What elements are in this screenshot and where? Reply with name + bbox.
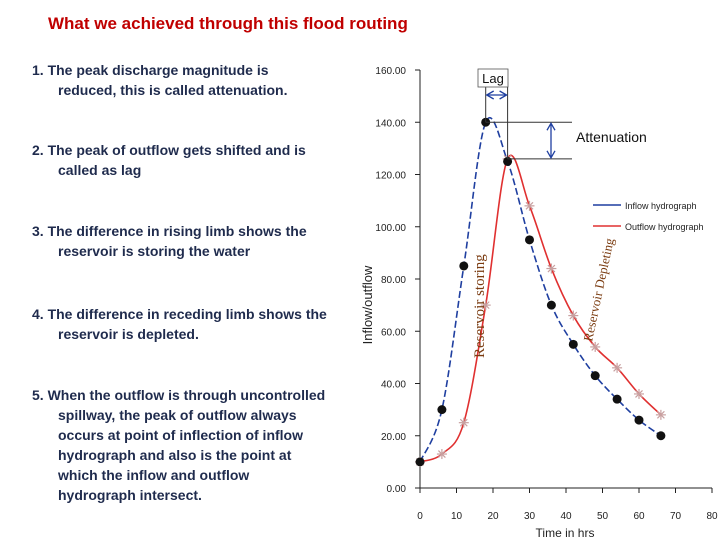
- point-line: 5. When the outflow is through uncontrol…: [32, 387, 326, 403]
- y-tick-label: 40.00: [381, 380, 406, 391]
- inflow-point: [634, 415, 644, 425]
- y-tick-label: 100.00: [375, 223, 406, 234]
- inflow-line: [419, 117, 662, 463]
- y-tick-label: 20.00: [381, 432, 406, 443]
- x-tick-label: 10: [451, 511, 463, 522]
- outflow-point: [655, 409, 666, 420]
- x-tick-label: 80: [706, 511, 718, 522]
- x-tick-label: 60: [633, 511, 645, 522]
- x-axis-label: Time in hrs: [536, 526, 595, 540]
- inflow-point: [612, 394, 622, 404]
- depleting-label: Reservoir Depleting: [580, 236, 617, 342]
- y-tick-label: 140.00: [375, 118, 406, 129]
- attenuation-arrowhead-top: [546, 121, 556, 131]
- lag-arrowhead-right: [499, 90, 508, 100]
- point-line: 1. The peak discharge magnitude is: [32, 62, 269, 78]
- outflow-point: [436, 449, 447, 460]
- legend-outflow-label: Outflow hydrograph: [625, 222, 704, 232]
- slide-title: What we achieved through this flood rout…: [48, 14, 408, 33]
- legend-inflow-label: Inflow hydrograph: [625, 201, 697, 211]
- inflow-point: [437, 405, 447, 415]
- outflow-point: [590, 341, 601, 352]
- x-tick-label: 30: [524, 511, 536, 522]
- lag-box: [477, 68, 509, 88]
- lag-arrowhead-left: [485, 90, 495, 100]
- x-tick-label: 20: [487, 511, 499, 522]
- point-line: spillway, the peak of outflow always: [58, 407, 297, 423]
- inflow-point: [590, 371, 600, 381]
- point-line: reservoir is depleted.: [58, 326, 199, 342]
- point-line: reduced, this is called attenuation.: [58, 82, 288, 98]
- point-line: hydrograph and also is the point at: [58, 447, 292, 463]
- point-line: occurs at point of inflection of inflow: [58, 427, 303, 443]
- y-tick-label: 120.00: [375, 171, 406, 182]
- x-tick-label: 70: [670, 511, 682, 522]
- y-tick-label: 160.00: [375, 66, 406, 77]
- y-tick-label: 0.00: [387, 484, 407, 495]
- point-line: 4. The difference in receding limb shows…: [32, 306, 327, 322]
- point-line: 3. The difference in rising limb shows t…: [32, 223, 307, 239]
- point-inflection: 5. When the outflow is through uncontrol…: [32, 385, 362, 505]
- outflow-point: [634, 388, 644, 399]
- outflow-point: [524, 200, 535, 211]
- lag-label: Lag: [482, 71, 504, 86]
- point-storing: 3. The difference in rising limb shows t…: [32, 221, 352, 261]
- point-line: which the inflow and outflow: [58, 467, 250, 483]
- point-line: reservoir is storing the water: [58, 243, 251, 259]
- attenuation-label: Attenuation: [576, 129, 647, 145]
- y-tick-label: 60.00: [381, 327, 406, 338]
- point-line: called as lag: [58, 162, 142, 178]
- inflow-point: [656, 431, 666, 441]
- x-tick-label: 40: [560, 511, 572, 522]
- inflow-point: [415, 457, 425, 467]
- point-depleted: 4. The difference in receding limb shows…: [32, 304, 362, 344]
- x-tick-label: 0: [417, 511, 423, 522]
- outflow-point: [480, 300, 491, 311]
- point-attenuation: 1. The peak discharge magnitude is reduc…: [32, 60, 322, 100]
- point-lag: 2. The peak of outflow gets shifted and …: [32, 140, 352, 180]
- outflow-point: [612, 362, 623, 373]
- y-axis-label: Inflow/outflow: [360, 265, 375, 344]
- inflow-point: [459, 261, 469, 271]
- inflow-point: [546, 300, 556, 310]
- storing-label: Reservoir storing: [472, 254, 488, 358]
- outflow-point: [568, 310, 579, 321]
- inflow-point: [568, 339, 578, 349]
- outflow-point: [458, 417, 469, 428]
- point-line: hydrograph intersect.: [58, 487, 202, 503]
- attenuation-arrowhead-bottom: [546, 150, 556, 160]
- y-tick-label: 80.00: [381, 275, 406, 286]
- inflow-point: [525, 235, 534, 245]
- point-line: 2. The peak of outflow gets shifted and …: [32, 142, 306, 158]
- x-tick-label: 50: [597, 511, 609, 522]
- outflow-point: [546, 263, 557, 274]
